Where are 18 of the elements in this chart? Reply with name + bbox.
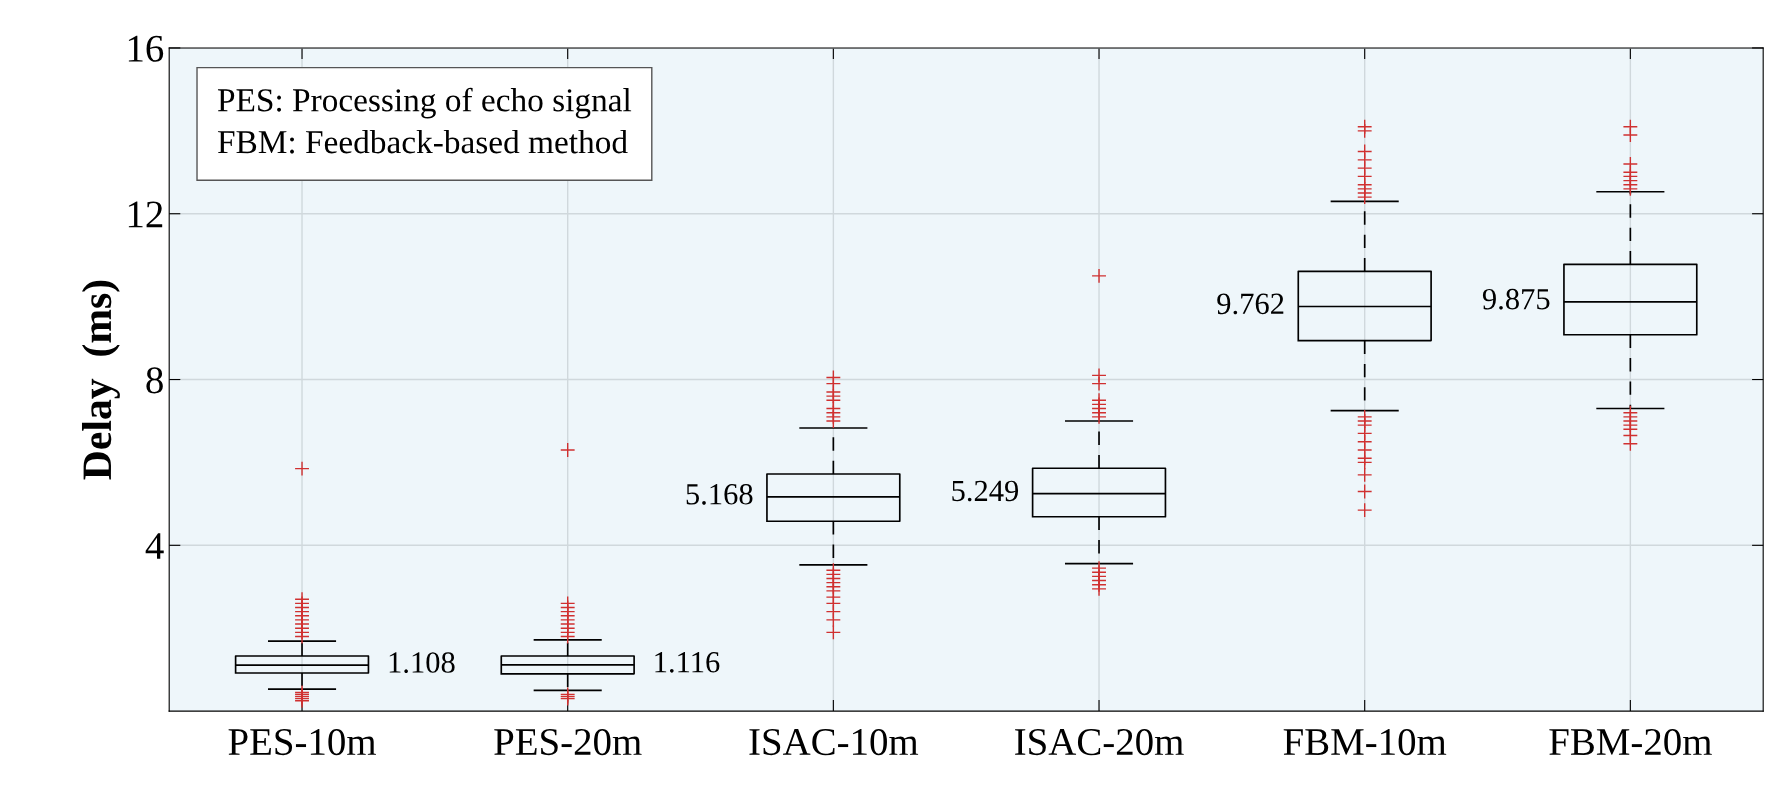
y-tick-label: 12 <box>128 201 163 228</box>
y-tick-label: 8 <box>146 367 163 394</box>
x-tick-label: ISAC-20m <box>1015 728 1184 756</box>
x-tick-label: PES-20m <box>494 728 642 756</box>
x-tick-label: FBM-20m <box>1549 728 1712 756</box>
text: 9.875 <box>1482 288 1550 310</box>
text: 5.249 <box>952 480 1019 502</box>
text: 9.762 <box>1217 293 1284 315</box>
text: 1.116 <box>655 651 720 673</box>
x-tick-label: ISAC-10m <box>749 728 919 756</box>
y-tick-label: 4 <box>145 533 164 559</box>
text: 5.168 <box>686 483 753 505</box>
annotation: PES: Processing of echo signal FBM: Feedback-based method <box>217 87 632 154</box>
x-tick-label: FBM-10m <box>1283 728 1447 756</box>
text: 1.108 <box>389 652 455 673</box>
x-tick-label: PES-10m <box>228 728 376 756</box>
y-tick-label: 16 <box>128 35 164 62</box>
y-axis-title: Delay (ms) <box>81 280 120 480</box>
